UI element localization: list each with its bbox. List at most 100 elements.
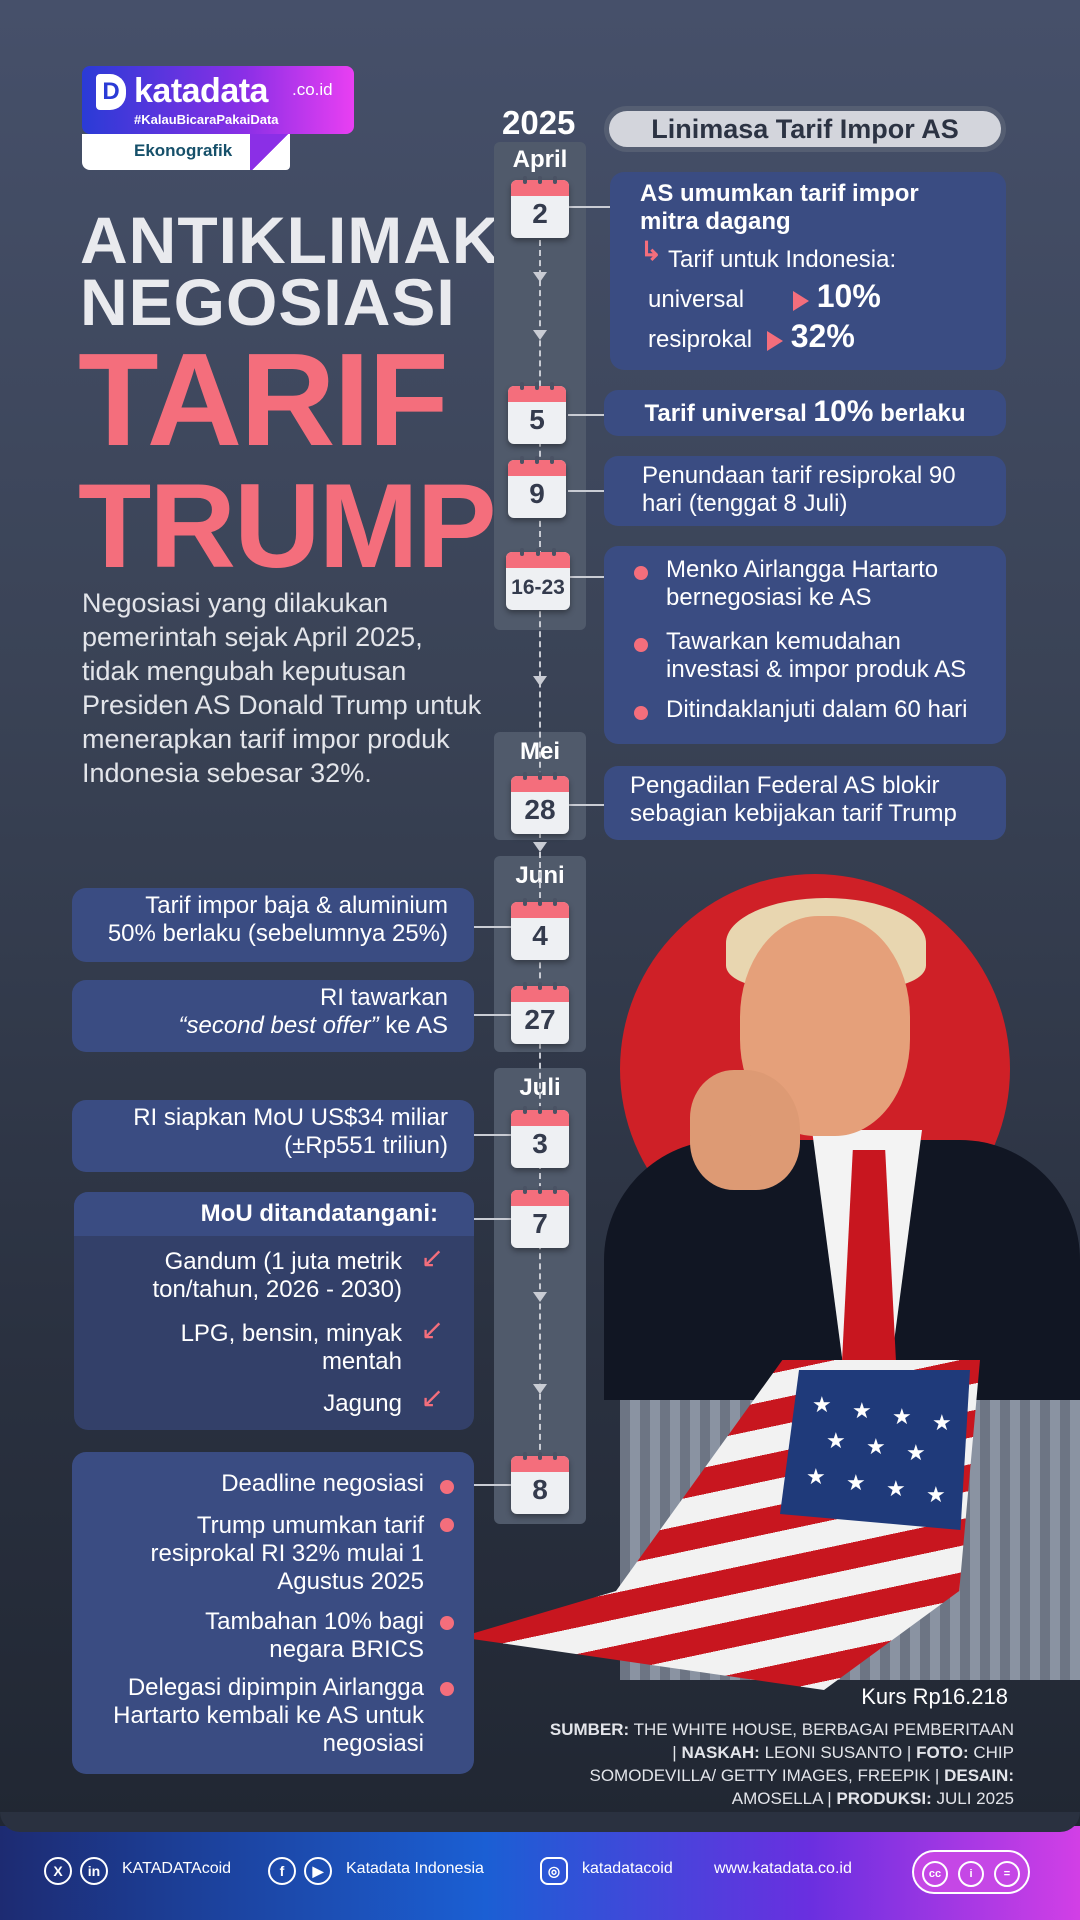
footer-instagram[interactable]: katadatacoid <box>582 1860 673 1877</box>
event-jun-27: RI tawarkan “second best offer” ke AS <box>72 980 474 1052</box>
bullet <box>440 1616 454 1630</box>
credit-desain: AMOSELLA | <box>731 1789 832 1808</box>
logo-accent <box>250 134 290 170</box>
cc-icon: cc <box>922 1861 948 1887</box>
date-mei-28: 28 <box>524 794 556 825</box>
event-mei-28: Pengadilan Federal AS blokir sebagian ke… <box>604 766 1006 840</box>
arrow-down-icon <box>533 842 547 852</box>
date-apr-16-23: 16-23 <box>511 576 565 599</box>
creative-commons-badge[interactable]: cc i = <box>912 1850 1030 1894</box>
bullet <box>440 1682 454 1696</box>
headline-line2: NEGOSIASI <box>80 265 456 339</box>
instagram-icon[interactable]: ◎ <box>540 1857 568 1885</box>
footer-website[interactable]: www.katadata.co.id <box>714 1860 852 1877</box>
event-jul-8-b1: Deadline negosiasi <box>221 1470 424 1497</box>
event-apr-5-value: 10% <box>813 395 874 428</box>
credit-produksi: JULI 2025 <box>936 1789 1015 1808</box>
calendar-icon: 2 <box>511 176 569 238</box>
logo-hashtag: #KalauBicaraPakaiData <box>134 112 279 127</box>
event-jun-27-quote: “second best offer” <box>178 1012 379 1039</box>
logo-name: katadata <box>134 72 268 110</box>
calendar-icon: 27 <box>511 982 569 1044</box>
logo-tld: .co.id <box>292 80 333 99</box>
curved-arrow-icon: ↙ <box>420 1382 444 1413</box>
calendar-icon: 3 <box>511 1106 569 1168</box>
event-apr-9-text: Penundaan tarif resiprokal 90 hari (teng… <box>642 462 956 517</box>
exchange-rate: Kurs Rp16.218 <box>861 1684 1008 1709</box>
us-flag-canton <box>780 1370 970 1530</box>
star-icon: ★ <box>826 1428 846 1453</box>
connector <box>568 576 606 578</box>
star-icon: ★ <box>886 1476 906 1501</box>
facebook-icon[interactable]: f <box>268 1857 296 1885</box>
date-jun-27: 27 <box>524 1004 556 1035</box>
footer-x-linkedin[interactable]: KATADATAcoid <box>122 1860 232 1877</box>
headline-line4: TRUMP <box>78 459 497 593</box>
youtube-icon[interactable]: ▶ <box>304 1857 332 1885</box>
timeline-line <box>539 240 541 1470</box>
event-apr-16-23: Menko Airlangga Hartarto bernegosiasi ke… <box>604 546 1006 744</box>
universal-label: universal <box>648 286 745 313</box>
star-icon: ★ <box>846 1470 866 1495</box>
footer-facebook-youtube[interactable]: Katadata Indonesia <box>346 1860 484 1877</box>
event-jul-3-text: RI siapkan MoU US$34 miliar (±Rp551 tril… <box>133 1104 448 1159</box>
bullet <box>634 706 648 720</box>
curved-arrow-icon: ↙ <box>420 1242 444 1273</box>
event-jul-7-i2: LPG, bensin, minyak mentah <box>180 1320 402 1375</box>
credit-naskah-label: NASKAH: <box>681 1743 760 1762</box>
connector <box>568 414 606 416</box>
description: Negosiasi yang dilakukan pemerintah seja… <box>82 588 482 788</box>
event-jul-8-b3: Tambahan 10% bagi negara BRICS <box>205 1608 424 1663</box>
universal-value: 10% <box>816 278 881 314</box>
date-apr-5: 5 <box>529 404 545 435</box>
credit-naskah: LEONI SUSANTO | <box>764 1743 912 1762</box>
trump-tie <box>842 1150 896 1380</box>
connector <box>474 1014 514 1016</box>
connector <box>568 804 606 806</box>
arrow-down-icon <box>533 1384 547 1394</box>
curved-arrow-icon: ↳ <box>640 236 662 266</box>
star-icon: ★ <box>812 1392 832 1417</box>
date-jul-3: 3 <box>532 1128 548 1159</box>
star-icon: ★ <box>806 1464 826 1489</box>
event-jul-7-i1: Gandum (1 juta metrik ton/tahun, 2026 - … <box>152 1248 402 1303</box>
arrow-down-icon <box>533 272 547 282</box>
calendar-icon: 4 <box>511 898 569 960</box>
linkedin-icon[interactable]: in <box>80 1857 108 1885</box>
date-jul-7: 7 <box>532 1208 548 1239</box>
event-jun-4-text: Tarif impor baja & aluminium 50% berlaku… <box>107 892 448 947</box>
resiprokal-label: resiprokal <box>648 326 753 353</box>
event-apr-5: Tarif universal 10% berlaku <box>604 390 1006 436</box>
calendar-icon: 8 <box>511 1452 569 1514</box>
credit-sumber: THE WHITE HOUSE, BERBAGAI PEMBERITAAN | <box>633 1720 1014 1762</box>
event-apr-5-post: berlaku <box>880 400 966 427</box>
x-icon[interactable]: X <box>44 1857 72 1885</box>
event-jul-7: MoU ditandatangani: Gandum (1 juta metri… <box>74 1192 474 1430</box>
attribution-icon: i <box>958 1861 984 1887</box>
connector <box>568 490 606 492</box>
event-apr-2: AS umumkan tarif impor mitra dagang Tari… <box>610 172 1006 370</box>
calendar-icon: 7 <box>511 1186 569 1248</box>
event-apr-5-pre: Tarif universal <box>644 400 807 427</box>
arrow-down-icon <box>533 330 547 340</box>
calendar-icon: 5 <box>508 382 566 444</box>
headline-line1: ANTIKLIMAKS <box>80 203 546 277</box>
bullet <box>440 1480 454 1494</box>
connector <box>474 926 514 928</box>
bullet <box>634 566 648 580</box>
connector <box>474 1218 514 1220</box>
credit-sumber-label: SUMBER: <box>549 1720 630 1739</box>
calendar-icon: 28 <box>511 772 569 834</box>
play-icon <box>766 330 783 351</box>
date-apr-2: 2 <box>532 198 548 229</box>
event-jul-8-b4: Delegasi dipimpin Airlangga Hartarto kem… <box>113 1674 424 1757</box>
star-icon: ★ <box>866 1434 886 1459</box>
katadata-logo[interactable]: D katadata .co.id #KalauBicaraPakaiData <box>82 66 354 134</box>
credit-foto: CHIP SOMODEVILLA/ GETTY IMAGES, FREEPIK … <box>589 1743 1015 1785</box>
connector <box>474 1484 514 1486</box>
arrow-down-icon <box>533 1292 547 1302</box>
event-apr-2-title: AS umumkan tarif impor mitra dagang <box>640 180 919 235</box>
logo-mark-icon: D <box>96 74 126 110</box>
event-apr-2-sub: Tarif untuk Indonesia: <box>668 246 897 273</box>
date-jun-4: 4 <box>532 920 548 951</box>
